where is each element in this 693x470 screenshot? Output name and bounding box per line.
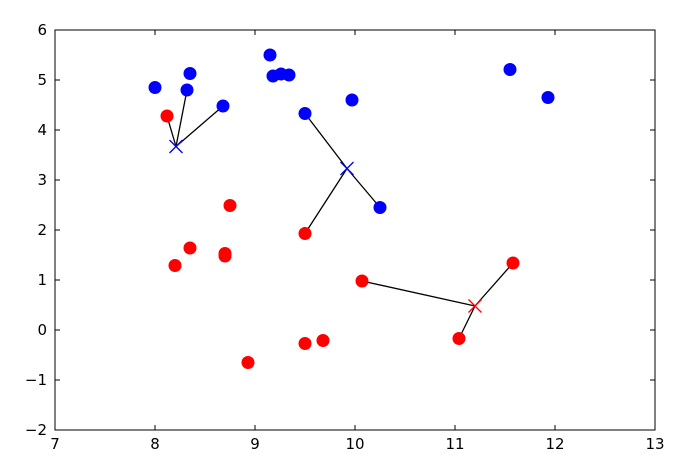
center-x-marker — [340, 161, 354, 176]
blue-data-point — [216, 99, 230, 113]
x-tick-label: 12 — [545, 435, 564, 453]
connection-line — [361, 280, 476, 307]
x-tick-label: 13 — [645, 435, 664, 453]
center-x-marker — [468, 299, 482, 313]
blue-data-point — [503, 63, 517, 76]
red-data-point — [298, 337, 312, 350]
red-data-point — [168, 259, 182, 272]
red-data-point — [298, 227, 312, 240]
blue-data-point — [373, 201, 387, 214]
red-data-point — [506, 256, 520, 270]
y-tick-label: 2 — [37, 221, 47, 239]
blue-data-point — [298, 107, 312, 120]
blue-data-point — [148, 81, 162, 94]
red-data-point — [160, 109, 174, 123]
y-tick-label: −1 — [25, 371, 47, 389]
blue-data-point — [541, 91, 555, 104]
center-x-marker — [169, 139, 183, 154]
connection-line — [175, 89, 188, 147]
connection-line — [304, 168, 348, 234]
red-data-point — [355, 274, 369, 288]
y-tick-label: 5 — [37, 71, 47, 89]
blue-data-point — [345, 93, 359, 107]
red-data-point — [223, 199, 237, 212]
y-tick-label: 6 — [37, 21, 47, 39]
x-tick-label: 11 — [445, 435, 464, 453]
y-tick-label: 4 — [37, 121, 47, 139]
y-tick-label: 3 — [37, 171, 47, 189]
blue-data-point — [263, 48, 277, 62]
y-tick-label: −2 — [25, 421, 47, 439]
connection-line — [304, 113, 348, 169]
blue-data-point — [282, 68, 296, 82]
red-data-point — [241, 356, 255, 369]
red-data-point — [452, 332, 466, 345]
x-tick-label: 8 — [150, 435, 160, 453]
y-tick-label: 0 — [37, 321, 47, 339]
blue-data-point — [180, 83, 194, 97]
connection-line — [474, 262, 514, 307]
x-tick-label: 7 — [50, 435, 60, 453]
blue-data-point — [183, 67, 197, 80]
red-data-point — [218, 249, 232, 263]
red-data-point — [316, 334, 330, 347]
connection-line — [175, 105, 224, 147]
red-data-point — [183, 241, 197, 255]
plot-area — [55, 30, 655, 430]
y-tick-label: 1 — [37, 271, 47, 289]
x-tick-label: 9 — [250, 435, 260, 453]
x-tick-label: 10 — [345, 435, 364, 453]
connection-line — [346, 168, 381, 208]
